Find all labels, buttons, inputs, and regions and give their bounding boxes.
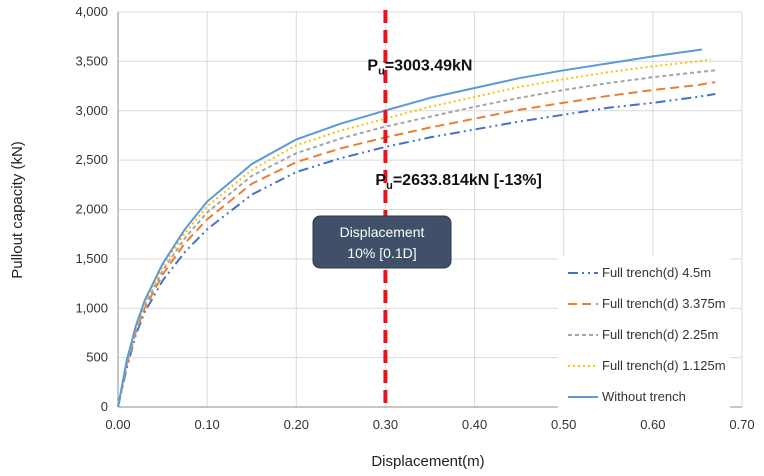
x-tick-label: 0.10 — [194, 417, 219, 432]
annotation-pu-lower-value: =2633.814kN [-13%] — [393, 172, 542, 189]
callout-line-2: 10% [0.1D] — [347, 245, 416, 261]
callout-box — [312, 215, 452, 269]
x-tick-label: 0.20 — [284, 417, 309, 432]
x-tick-label: 0.40 — [462, 417, 487, 432]
legend-label-2: Full trench(d) 2.25m — [602, 327, 718, 342]
annotation-pu-upper-main: P — [367, 57, 378, 74]
x-tick-label: 0.30 — [373, 417, 398, 432]
annotation-pu-upper-sub: u — [378, 65, 385, 77]
x-tick-label: 0.70 — [729, 417, 754, 432]
y-tick-label: 1,000 — [75, 300, 108, 315]
series-lines — [117, 48, 716, 408]
x-tick-label: 0.50 — [551, 417, 576, 432]
y-tick-label: 0 — [101, 399, 108, 414]
legend-label-4: Without trench — [602, 389, 686, 404]
x-tick-labels: 0.00 0.10 0.20 0.30 0.40 0.50 0.60 0.70 — [105, 417, 754, 432]
callout-line-1: Displacement — [340, 224, 425, 240]
y-tick-labels: 0 500 1,000 1,500 2,000 2,500 3,000 3,500 4,000 — [75, 4, 108, 414]
y-tick-label: 2,500 — [75, 152, 108, 167]
legend-label-3: Full trench(d) 1.125m — [602, 358, 726, 373]
y-tick-label: 3,500 — [75, 53, 108, 68]
y-tick-label: 500 — [86, 350, 108, 365]
series-line-0 — [117, 93, 716, 408]
legend-label-0: Full trench(d) 4.5m — [602, 265, 711, 280]
y-tick-label: 2,000 — [75, 202, 108, 217]
displacement-callout: Displacement 10% [0.1D] — [312, 215, 452, 269]
legend-background — [558, 256, 730, 410]
y-axis-title: Pullout capacity (kN) — [9, 141, 26, 279]
x-axis-title: Displacement(m) — [371, 453, 484, 470]
legend: Full trench(d) 4.5m Full trench(d) 3.375m… — [558, 256, 730, 410]
x-tick-label: 0.60 — [640, 417, 665, 432]
x-tick-label: 0.00 — [105, 417, 130, 432]
series-line-4 — [117, 48, 703, 408]
y-tick-label: 3,000 — [75, 103, 108, 118]
annotation-pu-upper: Pu=3003.49kN — [367, 57, 472, 77]
annotation-pu-lower-sub: u — [386, 180, 393, 192]
series-line-1 — [117, 81, 716, 408]
annotation-pu-upper-value: =3003.49kN — [385, 57, 473, 74]
y-tick-label: 1,500 — [75, 251, 108, 266]
annotation-pu-lower-main: P — [375, 172, 386, 189]
annotation-pu-lower: Pu=2633.814kN [-13%] — [375, 172, 541, 192]
legend-label-1: Full trench(d) 3.375m — [602, 296, 726, 311]
y-tick-label: 4,000 — [75, 4, 108, 19]
